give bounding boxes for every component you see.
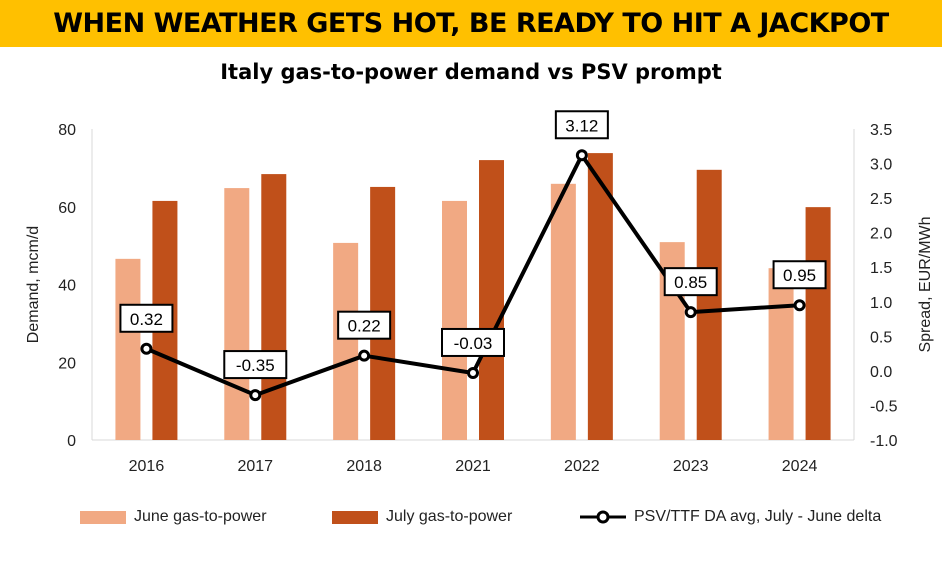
- y2-axis-title: Spread, EUR/MWh: [917, 216, 934, 352]
- bar-july: [261, 174, 287, 440]
- spread-point: [249, 389, 262, 402]
- x-tick-label: 2023: [673, 458, 709, 475]
- spread-point: [684, 306, 697, 319]
- chart-title: Italy gas-to-power demand vs PSV prompt: [220, 60, 722, 84]
- data-label: 0.22: [348, 317, 381, 336]
- x-tick-label: 2018: [346, 458, 382, 475]
- data-label-box: [663, 267, 718, 297]
- y2-tick-label: 0.0: [870, 364, 892, 381]
- y-tick-label: 20: [58, 355, 76, 372]
- x-tick-label: 2021: [455, 458, 491, 475]
- bar-july: [479, 160, 504, 440]
- legend-label-june: June gas-to-power: [134, 508, 267, 525]
- data-label-box: [772, 260, 827, 290]
- bar-june: [550, 183, 576, 440]
- data-label: 0.95: [783, 266, 816, 285]
- bar-june: [442, 200, 467, 440]
- y2-tick-label: -0.5: [870, 398, 898, 415]
- spread-point: [793, 299, 806, 312]
- legend-marker-spread: [580, 510, 626, 524]
- bar-june: [333, 242, 359, 440]
- data-label-box: [554, 110, 609, 140]
- y2-tick-label: 0.5: [870, 329, 892, 346]
- legend-label-spread: PSV/TTF DA avg, July - June delta: [634, 508, 882, 525]
- data-label: -0.35: [236, 356, 275, 375]
- bar-july: [696, 169, 722, 440]
- y2-tick-label: -1.0: [870, 433, 898, 450]
- data-label-box: [223, 350, 288, 380]
- data-label-box: [119, 303, 174, 333]
- y2-tick-label: 1.5: [870, 260, 892, 277]
- y-tick-label: 0: [67, 433, 76, 450]
- spread-point: [140, 342, 153, 355]
- x-tick-label: 2016: [129, 458, 165, 475]
- banner: WHEN WEATHER GETS HOT, BE READY TO HIT A…: [0, 0, 942, 47]
- spread-point: [467, 366, 479, 379]
- y2-tick-label: 1.0: [870, 295, 892, 312]
- y2-tick-label: 2.0: [870, 226, 892, 243]
- bar-july: [805, 207, 831, 440]
- y2-tick-label: 3.0: [870, 157, 892, 174]
- legend-swatch-july: [332, 510, 378, 524]
- legend-item-june: June gas-to-power: [80, 508, 267, 526]
- bar-june: [115, 258, 141, 440]
- bar-july: [587, 153, 613, 441]
- y-tick-label: 60: [58, 200, 76, 217]
- x-tick-label: 2024: [782, 458, 818, 475]
- y-tick-label: 80: [58, 122, 76, 139]
- legend-label-july: July gas-to-power: [386, 508, 513, 525]
- data-label-box: [441, 327, 505, 357]
- x-tick-label: 2022: [564, 458, 600, 475]
- x-tick-label: 2017: [237, 458, 273, 475]
- bar-june: [224, 188, 250, 440]
- bar-june: [768, 268, 794, 440]
- data-label: 0.85: [674, 273, 707, 292]
- y2-tick-label: 2.5: [870, 191, 892, 208]
- spread-point: [358, 349, 371, 362]
- data-label: -0.03: [454, 334, 493, 353]
- y2-tick-label: 3.5: [870, 122, 892, 139]
- legend-swatch-june: [80, 510, 126, 524]
- spread-point: [575, 149, 588, 162]
- data-label: 3.12: [565, 116, 598, 135]
- y-tick-label: 40: [58, 278, 76, 295]
- legend-item-july: July gas-to-power: [332, 508, 512, 526]
- data-label: 0.32: [130, 310, 163, 329]
- legend-item-spread: PSV/TTF DA avg, July - June delta: [580, 508, 881, 526]
- data-label-box: [337, 310, 392, 340]
- y-axis-title: Demand, mcm/d: [25, 226, 42, 343]
